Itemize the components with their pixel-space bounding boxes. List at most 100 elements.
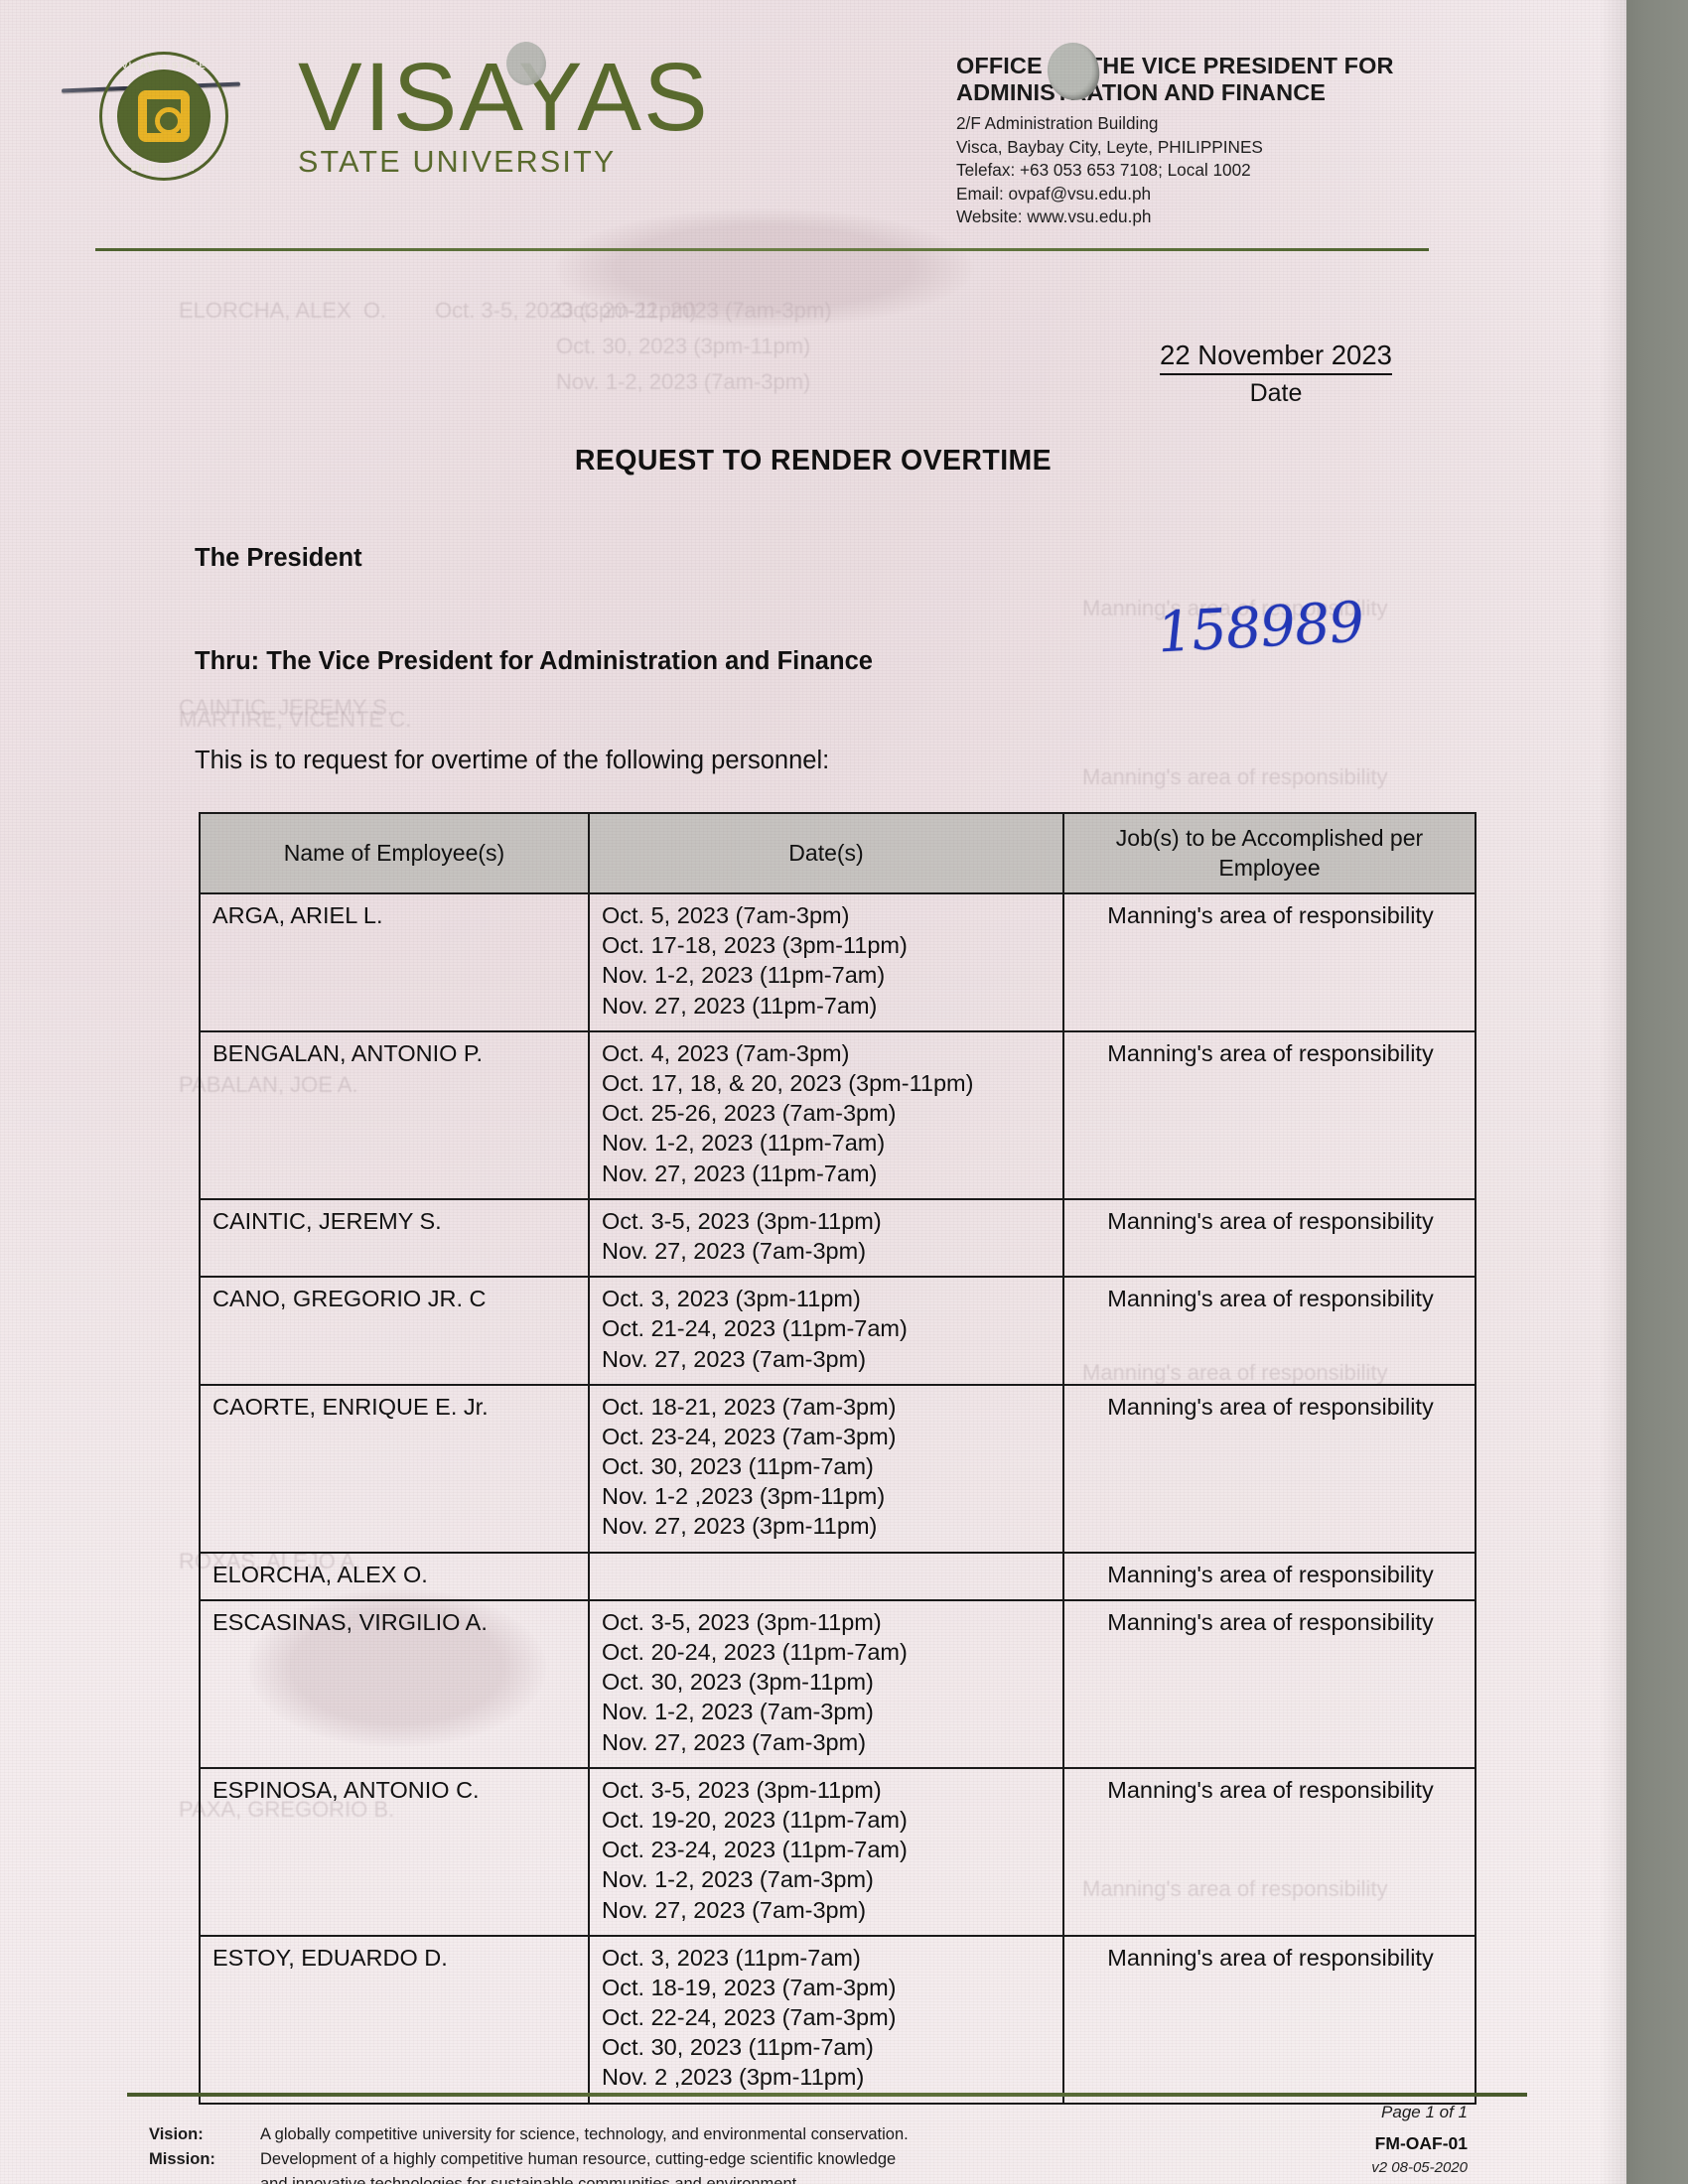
date-entry: Oct. 3-5, 2023 (3pm-11pm) bbox=[602, 1207, 882, 1234]
date-entry: Oct. 4, 2023 (7am-3pm) bbox=[602, 1039, 850, 1066]
thru-line: Thru: The Vice President for Administrat… bbox=[195, 647, 873, 675]
mission-text: Development of a highly competitive huma… bbox=[260, 2147, 1271, 2184]
website-line: Website: www.vsu.edu.ph bbox=[956, 206, 1152, 227]
bleedthrough-artifact: ELORCHA, ALEX O. Oct. 3-5, 2023 (3pm-11p… bbox=[179, 298, 697, 323]
date-entry: Oct. 5, 2023 (7am-3pm) bbox=[602, 902, 850, 929]
date-entry: Oct. 18-21, 2023 (7am-3pm) bbox=[602, 1393, 897, 1420]
addressee: The President bbox=[195, 544, 362, 572]
date-entry: Oct. 19-20, 2023 (11pm-7am) bbox=[602, 1806, 908, 1833]
office-address-lines: 2/F Administration Building Visca, Bayba… bbox=[956, 112, 1532, 229]
cell-job-description: Manning's area of responsibility bbox=[1062, 1383, 1477, 1554]
date-entry: Oct. 17, 18, & 20, 2023 (3pm-11pm) bbox=[602, 1070, 974, 1097]
handwritten-reference-number: 158989 bbox=[1153, 590, 1367, 666]
bleedthrough-artifact: Nov. 1-2, 2023 (7am-3pm) bbox=[556, 369, 811, 394]
cell-employee-name: BENGALAN, ANTONIO P. bbox=[199, 1029, 590, 1200]
table-row: ESPINOSA, ANTONIO C. Oct. 3-5, 2023 (3pm-… bbox=[199, 1766, 1477, 1937]
date-entry: Oct. 30, 2023 (11pm-7am) bbox=[602, 2034, 874, 2061]
cell-job-description: Manning's area of responsibility bbox=[1062, 1197, 1477, 1279]
cell-job-description: Manning's area of responsibility bbox=[1062, 1551, 1477, 1601]
date-entry: Oct. 3-5, 2023 (3pm-11pm) bbox=[602, 1608, 882, 1635]
footer-divider bbox=[127, 2093, 1527, 2097]
address-line: 2/F Administration Building bbox=[956, 113, 1159, 134]
bleedthrough-artifact: Oct. 30, 2023 (3pm-11pm) bbox=[556, 334, 811, 358]
date-entry: Nov. 27, 2023 (11pm-7am) bbox=[602, 992, 878, 1019]
cell-job-description: Manning's area of responsibility bbox=[1062, 1766, 1477, 1937]
date-entry: Nov. 1-2, 2023 (7am-3pm) bbox=[602, 1699, 874, 1725]
cell-employee-name: ESPINOSA, ANTONIO C. bbox=[199, 1766, 590, 1937]
table-row: CAORTE, ENRIQUE E. Jr. Oct. 18-21, 2023 (… bbox=[199, 1383, 1477, 1554]
table-row: CANO, GREGORIO JR. C Oct. 3, 2023 (3pm-11… bbox=[199, 1276, 1477, 1386]
date-entry: Oct. 3-5, 2023 (3pm-11pm) bbox=[602, 1776, 882, 1803]
university-wordmark: VISAYAS STATE UNIVERSITY bbox=[298, 49, 710, 180]
date-entry: Nov. 27, 2023 (7am-3pm) bbox=[602, 1728, 867, 1755]
date-entry: Oct. 23-24, 2023 (11pm-7am) bbox=[602, 1837, 908, 1863]
date-entry: Oct. 17-18, 2023 (3pm-11pm) bbox=[602, 932, 908, 959]
table-row: BENGALAN, ANTONIO P. Oct. 4, 2023 (7am-3p… bbox=[199, 1029, 1477, 1200]
cell-employee-name: ESCASINAS, VIRGILIO A. bbox=[199, 1598, 590, 1769]
column-header-dates: Date(s) bbox=[588, 811, 1064, 895]
date-entry: Nov. 1-2 ,2023 (3pm-11pm) bbox=[602, 1483, 886, 1510]
cell-dates: Oct. 3-5, 2023 (3pm-11pm) Oct. 20-24, 202… bbox=[588, 1598, 1064, 1769]
cell-employee-name: ELORCHA, ALEX O. bbox=[199, 1551, 590, 1601]
cell-employee-name: ARGA, ARIEL L. bbox=[199, 892, 590, 1032]
mission-row: Mission: Development of a highly competi… bbox=[149, 2147, 1271, 2184]
table-row: ESTOY, EDUARDO D. Oct. 3, 2023 (11pm-7am)… bbox=[199, 1934, 1477, 2105]
page-number: Page 1 of 1 bbox=[1381, 2103, 1468, 2121]
cell-dates: Oct. 3-5, 2023 (3pm-11pm) Oct. 19-20, 202… bbox=[588, 1766, 1064, 1937]
cell-employee-name: ESTOY, EDUARDO D. bbox=[199, 1934, 590, 2105]
date-entry: Nov. 27, 2023 (3pm-11pm) bbox=[602, 1513, 878, 1540]
date-entry: Oct. 3, 2023 (11pm-7am) bbox=[602, 1944, 861, 1971]
cell-job-description: Manning's area of responsibility bbox=[1062, 1276, 1477, 1386]
seal-outer-ring bbox=[99, 52, 228, 181]
date-entry: Oct. 22-24, 2023 (7am-3pm) bbox=[602, 2004, 897, 2031]
form-version: v2 08-05-2020 bbox=[1371, 2159, 1468, 2176]
date-entry: Oct. 18-19, 2023 (7am-3pm) bbox=[602, 1974, 897, 2000]
vision-label: Vision: bbox=[149, 2125, 204, 2143]
date-entry: Nov. 1-2, 2023 (11pm-7am) bbox=[602, 962, 886, 989]
intro-paragraph: This is to request for overtime of the f… bbox=[195, 747, 830, 774]
column-header-name: Name of Employee(s) bbox=[199, 811, 590, 895]
vision-text: A globally competitive university for sc… bbox=[260, 2125, 909, 2143]
office-contact-block: OFFICE OF THE VICE PRESIDENT FOR ADMINIS… bbox=[956, 53, 1532, 229]
vision-row: Vision: A globally competitive universit… bbox=[149, 2122, 1271, 2147]
form-code: FM-OAF-01 bbox=[1374, 2133, 1468, 2153]
date-entry: Oct. 23-24, 2023 (7am-3pm) bbox=[602, 1423, 897, 1449]
date-entry: Nov. 1-2, 2023 (11pm-7am) bbox=[602, 1130, 886, 1157]
university-subtitle: STATE UNIVERSITY bbox=[298, 145, 617, 180]
mission-label: Mission: bbox=[149, 2149, 215, 2168]
date-entry: Oct. 30, 2023 (11pm-7am) bbox=[602, 1453, 874, 1480]
bleedthrough-artifact: CAINTIC, JEREMY S. bbox=[179, 695, 393, 720]
date-entry: Oct. 25-26, 2023 (7am-3pm) bbox=[602, 1100, 897, 1127]
date-block: 22 November 2023 Date bbox=[1132, 340, 1420, 408]
bleedthrough-artifact: MARTIRE, VICENTE C. bbox=[179, 707, 412, 732]
office-title-line2: ADMINISTRATION AND FINANCE bbox=[956, 79, 1327, 106]
cell-dates: Oct. 3, 2023 (11pm-7am) Oct. 18-19, 2023 … bbox=[588, 1934, 1064, 2105]
cell-job-description: Manning's area of responsibility bbox=[1062, 1598, 1477, 1769]
table-header-row: Name of Employee(s) Date(s) Job(s) to be… bbox=[199, 811, 1477, 895]
cell-employee-name: CAORTE, ENRIQUE E. Jr. bbox=[199, 1383, 590, 1554]
date-entry: Oct. 30, 2023 (3pm-11pm) bbox=[602, 1669, 874, 1696]
cell-employee-name: CANO, GREGORIO JR. C bbox=[199, 1276, 590, 1386]
table-row: ELORCHA, ALEX O. Manning's area of respo… bbox=[199, 1551, 1477, 1601]
date-entry: Nov. 2 ,2023 (3pm-11pm) bbox=[602, 2064, 865, 2091]
table-row: ESCASINAS, VIRGILIO A. Oct. 3-5, 2023 (3p… bbox=[199, 1598, 1477, 1769]
cell-dates: Oct. 5, 2023 (7am-3pm) Oct. 17-18, 2023 (… bbox=[588, 892, 1064, 1032]
date-entry: Nov. 27, 2023 (7am-3pm) bbox=[602, 1896, 867, 1923]
column-header-job: Job(s) to be Accomplished per Employee bbox=[1062, 811, 1477, 895]
date-entry: Nov. 27, 2023 (7am-3pm) bbox=[602, 1237, 867, 1264]
page-title: REQUEST TO RENDER OVERTIME bbox=[574, 445, 1053, 477]
address-line: Visca, Baybay City, Leyte, PHILIPPINES bbox=[956, 136, 1263, 157]
seal-center-glyph bbox=[138, 90, 190, 142]
seal-bottom-text: UNIVERSITY bbox=[130, 163, 198, 174]
bleedthrough-artifact: Manning's area of responsibility bbox=[1082, 764, 1388, 789]
document-date: 22 November 2023 bbox=[1160, 340, 1392, 375]
vision-mission-block: Vision: A globally competitive universit… bbox=[149, 2122, 1271, 2184]
university-seal-logo: VISAYAS STATE UNIVERSITY bbox=[99, 52, 228, 181]
scanned-document-page: ELORCHA, ALEX O. Oct. 3-5, 2023 (3pm-11p… bbox=[0, 0, 1626, 2184]
seal-top-text: VISAYAS STATE bbox=[121, 61, 207, 71]
table-row: CAINTIC, JEREMY S. Oct. 3-5, 2023 (3pm-11… bbox=[199, 1197, 1477, 1279]
header-divider bbox=[95, 248, 1429, 251]
date-entry: Oct. 20-24, 2023 (11pm-7am) bbox=[602, 1639, 908, 1666]
date-entry: Nov. 27, 2023 (7am-3pm) bbox=[602, 1345, 867, 1372]
cell-employee-name: CAINTIC, JEREMY S. bbox=[199, 1197, 590, 1279]
